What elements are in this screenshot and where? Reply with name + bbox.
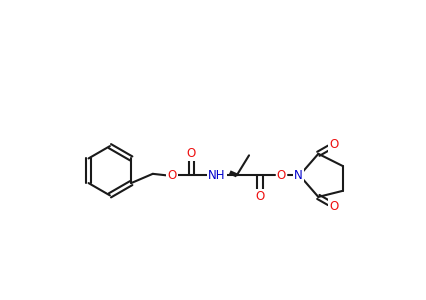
Text: O: O (186, 147, 196, 160)
Text: O: O (255, 190, 264, 203)
Text: O: O (167, 169, 176, 182)
Text: O: O (276, 169, 285, 182)
Text: O: O (328, 200, 337, 213)
Text: N: N (293, 169, 302, 182)
Text: NH: NH (207, 169, 225, 182)
Text: O: O (328, 138, 337, 151)
